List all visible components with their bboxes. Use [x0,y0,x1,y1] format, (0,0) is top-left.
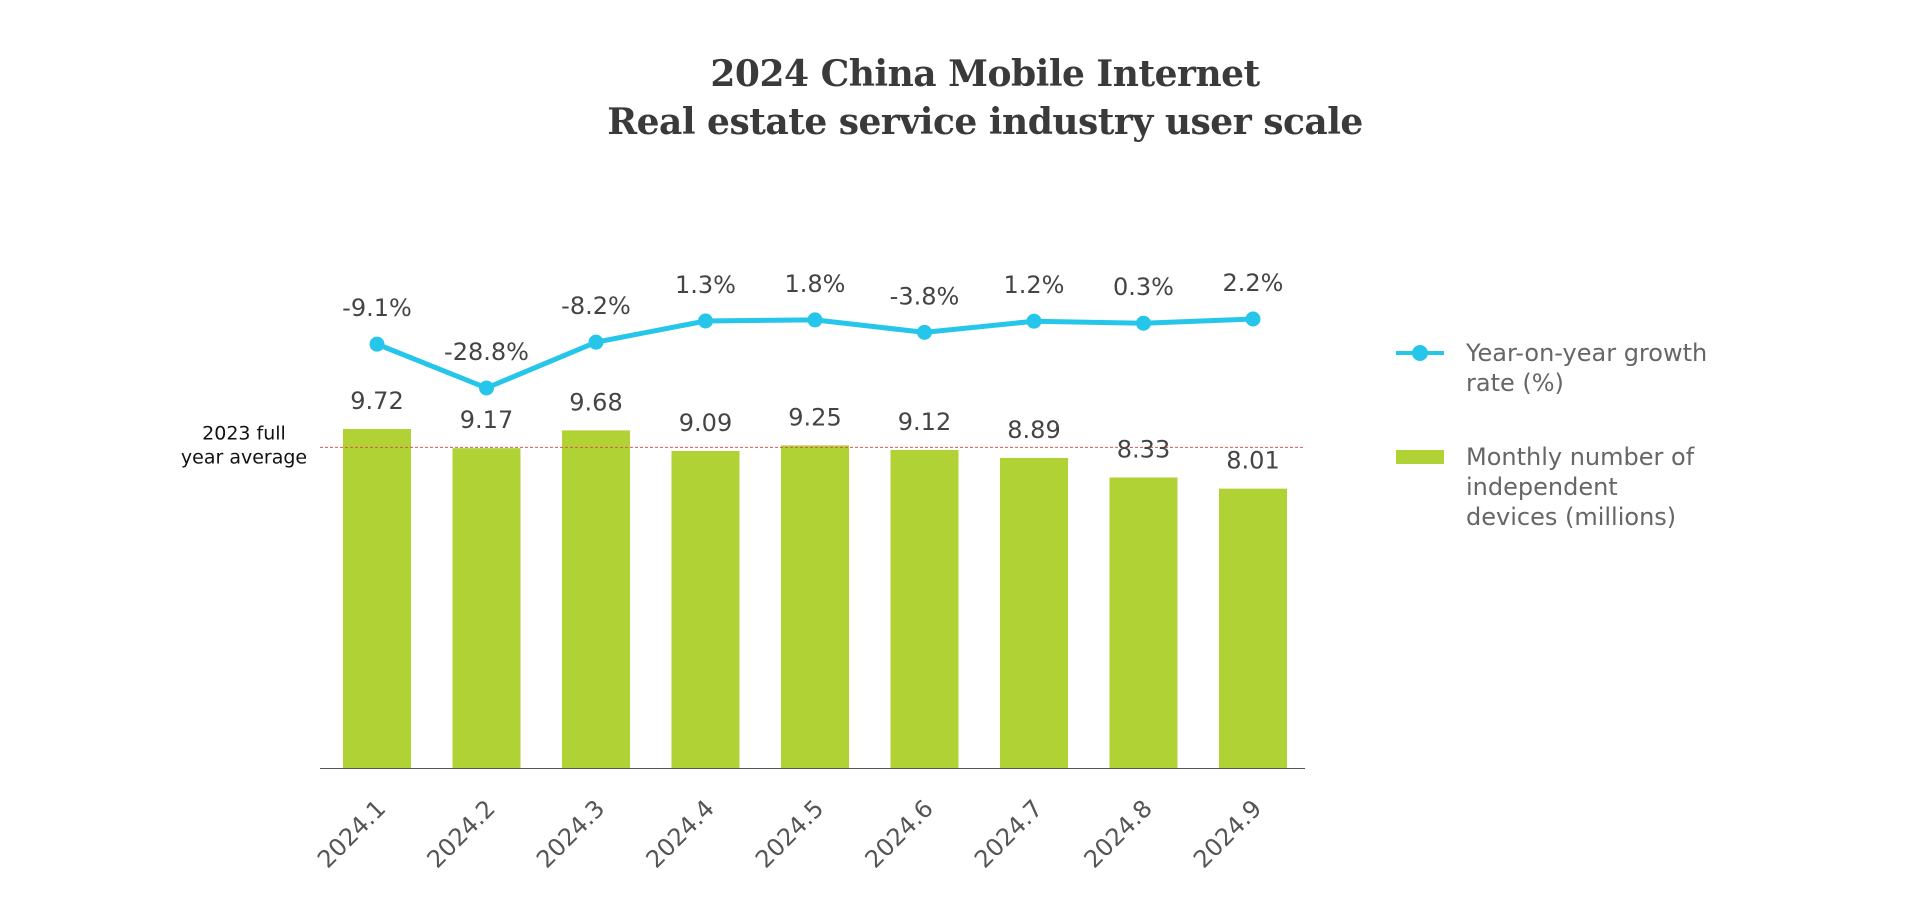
bar-value-label-2024.7: 8.89 [1007,416,1060,444]
growth-value-label-2024.4: 1.3% [675,271,736,299]
reference-label-line-1: 2023 full [202,422,286,444]
legend-label-growth-rate: Year-on-year growth rate (%) [1466,339,1708,397]
bar-2024.6 [890,449,959,768]
bar-value-label-2024.5: 9.25 [788,403,841,431]
bar-value-label-2024.3: 9.68 [569,388,622,416]
x-tick-label-2024.5: 2024.5 [750,794,829,873]
bar-value-label-2024.6: 9.12 [898,408,951,436]
bar-value-label-2024.1: 9.72 [350,387,403,415]
legend-bar-swatch-icon [1396,442,1444,472]
growth-point-2024.8 [1136,315,1151,331]
growth-value-label-2024.3: -8.2% [561,292,631,320]
chart-title-line-2: Real estate service industry user scale [607,101,1363,143]
bar-value-label-2024.2: 9.17 [460,406,513,434]
legend-label-devices: Monthly number of independent devices (m… [1466,443,1695,531]
bar-2024.4 [671,450,740,768]
growth-value-label-2024.5: 1.8% [785,270,846,298]
growth-point-2024.9 [1245,311,1261,327]
bar-value-label-2024.9: 8.01 [1226,447,1279,475]
bar-2024.1 [343,429,411,768]
bar-value-label-2024.4: 9.09 [679,409,732,437]
x-tick-label-2024.2: 2024.2 [422,794,501,873]
legend: Year-on-year growth rate (%) Monthly num… [1396,338,1736,576]
growth-value-label-2024.9: 2.2% [1223,269,1284,297]
x-tick-label-2024.3: 2024.3 [531,794,610,873]
x-tick-label-2024.8: 2024.8 [1079,794,1158,873]
legend-line-marker-icon [1396,338,1444,368]
growth-point-2024.1 [369,336,385,352]
legend-item-devices[interactable]: Monthly number of independent devices (m… [1396,442,1736,532]
bar-2024.9 [1219,488,1287,768]
chart-title-line-1: 2024 China Mobile Internet [710,53,1260,95]
growth-value-label-2024.2: -28.8% [444,338,529,366]
growth-point-2024.5 [807,312,823,328]
growth-point-2024.7 [1026,313,1042,329]
x-tick-label-2024.4: 2024.4 [641,794,720,873]
legend-item-growth-rate[interactable]: Year-on-year growth rate (%) [1396,338,1736,398]
growth-point-2024.4 [698,313,713,329]
growth-point-2024.6 [917,324,932,340]
growth-value-label-2024.6: -3.8% [890,282,960,310]
growth-value-label-2024.7: 1.2% [1004,271,1065,299]
chart-title: 2024 China Mobile Internet Real estate s… [0,50,1920,146]
growth-value-label-2024.8: 0.3% [1113,273,1174,301]
x-tick-label-2024.7: 2024.7 [969,794,1048,873]
growth-value-label-2024.1: -9.1% [342,294,412,322]
reference-label-line-2: year average [181,446,307,468]
bar-2024.2 [452,448,521,768]
x-tick-label-2024.9: 2024.9 [1188,794,1267,873]
bar-2024.5 [781,445,849,768]
growth-point-2024.2 [479,380,494,396]
bar-value-label-2024.8: 8.33 [1117,435,1170,463]
x-tick-label-2024.1: 2024.1 [312,794,391,873]
x-tick-label-2024.6: 2024.6 [860,794,939,873]
bar-2024.7 [1000,457,1068,768]
bar-2024.3 [562,430,630,768]
bar-2024.8 [1109,477,1178,768]
growth-point-2024.3 [588,334,604,350]
